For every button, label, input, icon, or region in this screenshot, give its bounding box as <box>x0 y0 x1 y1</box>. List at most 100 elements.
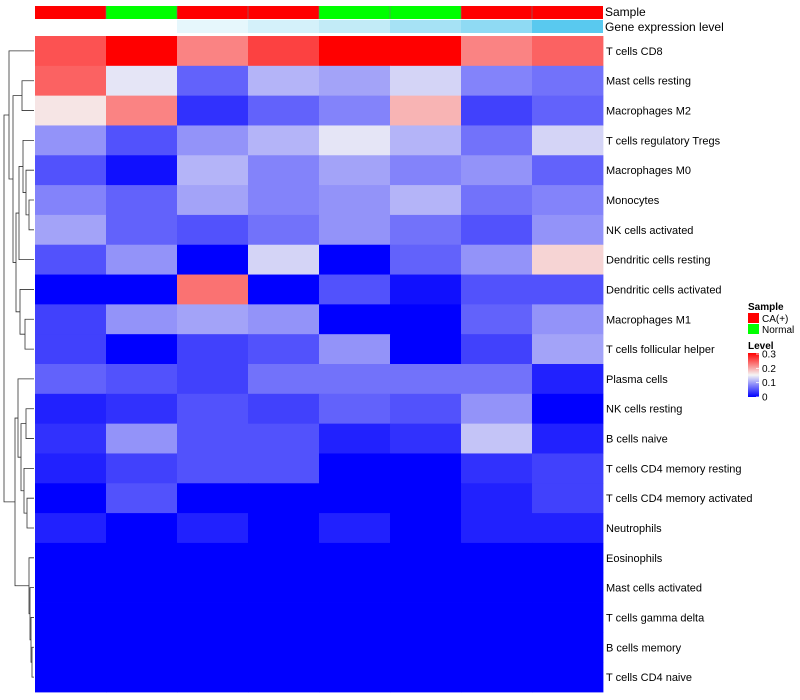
heatmap-cell <box>461 185 533 216</box>
heatmap-cell <box>390 304 462 335</box>
heatmap-cell <box>248 36 320 67</box>
heatmap-cell <box>390 423 462 454</box>
heatmap-cell <box>248 185 320 216</box>
legend: Sample CA(+) Normal Level 0.3 0.2 0.1 0 <box>748 302 794 404</box>
heatmap-cell <box>248 572 320 603</box>
heatmap-cell <box>319 662 391 693</box>
heatmap-cell <box>461 632 533 663</box>
heatmap-cell <box>390 542 462 574</box>
heatmap-cell <box>177 393 249 425</box>
dendrogram-branch <box>28 199 34 231</box>
heatmap-cell <box>319 572 391 603</box>
row-label: T cells gamma delta <box>606 612 705 624</box>
dendrogram-branch <box>22 139 34 193</box>
legend-sample-title: Sample <box>748 302 784 313</box>
heatmap-cell <box>35 244 107 275</box>
heatmap-cell <box>532 214 604 246</box>
expression-annotation-cell <box>248 20 319 33</box>
heatmap-cell <box>177 632 249 663</box>
heatmap-cell <box>248 274 320 305</box>
heatmap-cell <box>35 513 107 544</box>
heatmap-cell <box>319 304 391 335</box>
expression-annotation-cell <box>319 20 390 33</box>
heatmap-cell <box>319 393 391 425</box>
track-label-expression: Gene expression level <box>605 20 724 34</box>
heatmap-cell <box>390 393 462 425</box>
sample-annotation-cell <box>461 6 532 19</box>
heatmap-cell <box>532 155 604 186</box>
heatmap-cell <box>319 95 391 126</box>
heatmap-cell <box>532 423 604 454</box>
heatmap-cell <box>35 542 107 574</box>
sample-annotation-cell <box>319 6 390 19</box>
heatmap-cell <box>319 453 391 484</box>
heatmap-cell <box>106 423 178 454</box>
legend-level-ticks: 0.3 0.2 0.1 0 <box>756 350 776 404</box>
heatmap-cell <box>35 334 107 365</box>
heatmap-cell <box>35 364 107 395</box>
legend-tick-label: 0.1 <box>762 378 776 389</box>
legend-level-colorbar <box>748 353 759 397</box>
heatmap-cell <box>319 632 391 663</box>
heatmap-cell <box>106 513 178 544</box>
heatmap-cell <box>390 513 462 544</box>
expression-annotation-cell <box>177 20 248 33</box>
dendrogram-branch <box>25 169 34 216</box>
heatmap-cell <box>248 453 320 484</box>
heatmap-cell <box>248 513 320 544</box>
heatmap-cell <box>532 513 604 544</box>
heatmap-cell <box>35 65 107 97</box>
heatmap-cell <box>532 632 604 663</box>
heatmap-cell <box>106 274 178 305</box>
heatmap-cell <box>532 364 604 395</box>
heatmap-cell <box>390 334 462 365</box>
row-label: B cells naive <box>606 434 668 446</box>
heatmap-cell <box>35 483 107 514</box>
sample-annotation-cell <box>106 6 177 19</box>
dendrogram-branch <box>3 114 15 503</box>
sample-annotation-cell <box>248 6 319 19</box>
heatmap-cell <box>106 214 178 246</box>
heatmap-cell <box>35 304 107 335</box>
heatmap-cells <box>35 36 604 693</box>
heatmap-cell <box>532 393 604 425</box>
heatmap-cell <box>319 65 391 97</box>
legend-swatch-normal <box>748 324 759 334</box>
heatmap-cell <box>35 185 107 216</box>
heatmap-cell <box>319 185 391 216</box>
heatmap-cell <box>106 483 178 514</box>
heatmap-cell <box>35 662 107 693</box>
row-label: Macrophages M0 <box>606 165 691 177</box>
row-label: T cells regulatory Tregs <box>606 135 721 147</box>
dendrogram-branch <box>18 166 34 261</box>
dendrogram-branch <box>24 318 34 350</box>
heatmap-cell <box>177 36 249 67</box>
heatmap-cell <box>319 274 391 305</box>
heatmap-cell <box>248 602 320 633</box>
heatmap-cell <box>248 632 320 663</box>
heatmap-cell <box>248 423 320 454</box>
dendrogram-branch <box>31 646 34 678</box>
heatmap-cell <box>532 483 604 514</box>
dendrogram-branch <box>26 497 34 529</box>
heatmap-cell <box>390 214 462 246</box>
heatmap-cell <box>461 274 533 305</box>
heatmap-cell <box>177 542 249 574</box>
row-label: Macrophages M1 <box>606 314 691 326</box>
legend-label-ca: CA(+) <box>762 314 788 325</box>
heatmap-cell <box>532 334 604 365</box>
heatmap-cell <box>106 304 178 335</box>
dendrogram-branch <box>20 423 26 492</box>
heatmap-cell <box>177 274 249 305</box>
heatmap-cell <box>461 513 533 544</box>
heatmap-cell <box>319 542 391 574</box>
heatmap-cell <box>461 334 533 365</box>
heatmap-cell <box>532 542 604 574</box>
legend-level-title: Level <box>748 341 774 352</box>
heatmap-cell <box>461 155 533 186</box>
heatmap-cell <box>106 602 178 633</box>
heatmap-cell <box>319 334 391 365</box>
heatmap-cell <box>248 155 320 186</box>
annotation-tracks <box>35 6 603 33</box>
heatmap-cell <box>390 125 462 156</box>
